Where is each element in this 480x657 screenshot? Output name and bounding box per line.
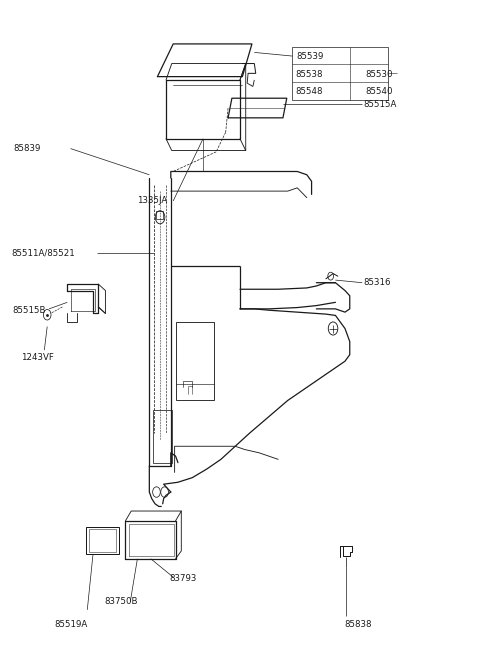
Text: 85316: 85316 [363,278,391,287]
Text: 85538: 85538 [295,70,323,79]
Text: 85515A: 85515A [363,100,396,108]
Text: 85539: 85539 [296,53,324,62]
Bar [86,527,119,555]
Text: 85839: 85839 [13,144,41,153]
Text: 85548: 85548 [295,87,323,96]
Text: 85515B: 85515B [12,306,46,315]
Text: 85540: 85540 [365,87,393,96]
Text: 85519A: 85519A [54,620,87,629]
Bar [156,211,163,219]
Text: 83793: 83793 [170,574,197,583]
Text: 85511A/85521: 85511A/85521 [11,249,75,258]
Bar [292,47,388,99]
Text: 85530: 85530 [365,70,393,79]
Text: 1335JA: 1335JA [137,196,168,206]
Bar [176,322,214,401]
Bar [89,530,116,552]
Text: 1243VF: 1243VF [22,353,54,363]
Text: 83750B: 83750B [104,597,137,606]
Text: 85838: 85838 [344,620,372,629]
Bar [153,410,172,463]
